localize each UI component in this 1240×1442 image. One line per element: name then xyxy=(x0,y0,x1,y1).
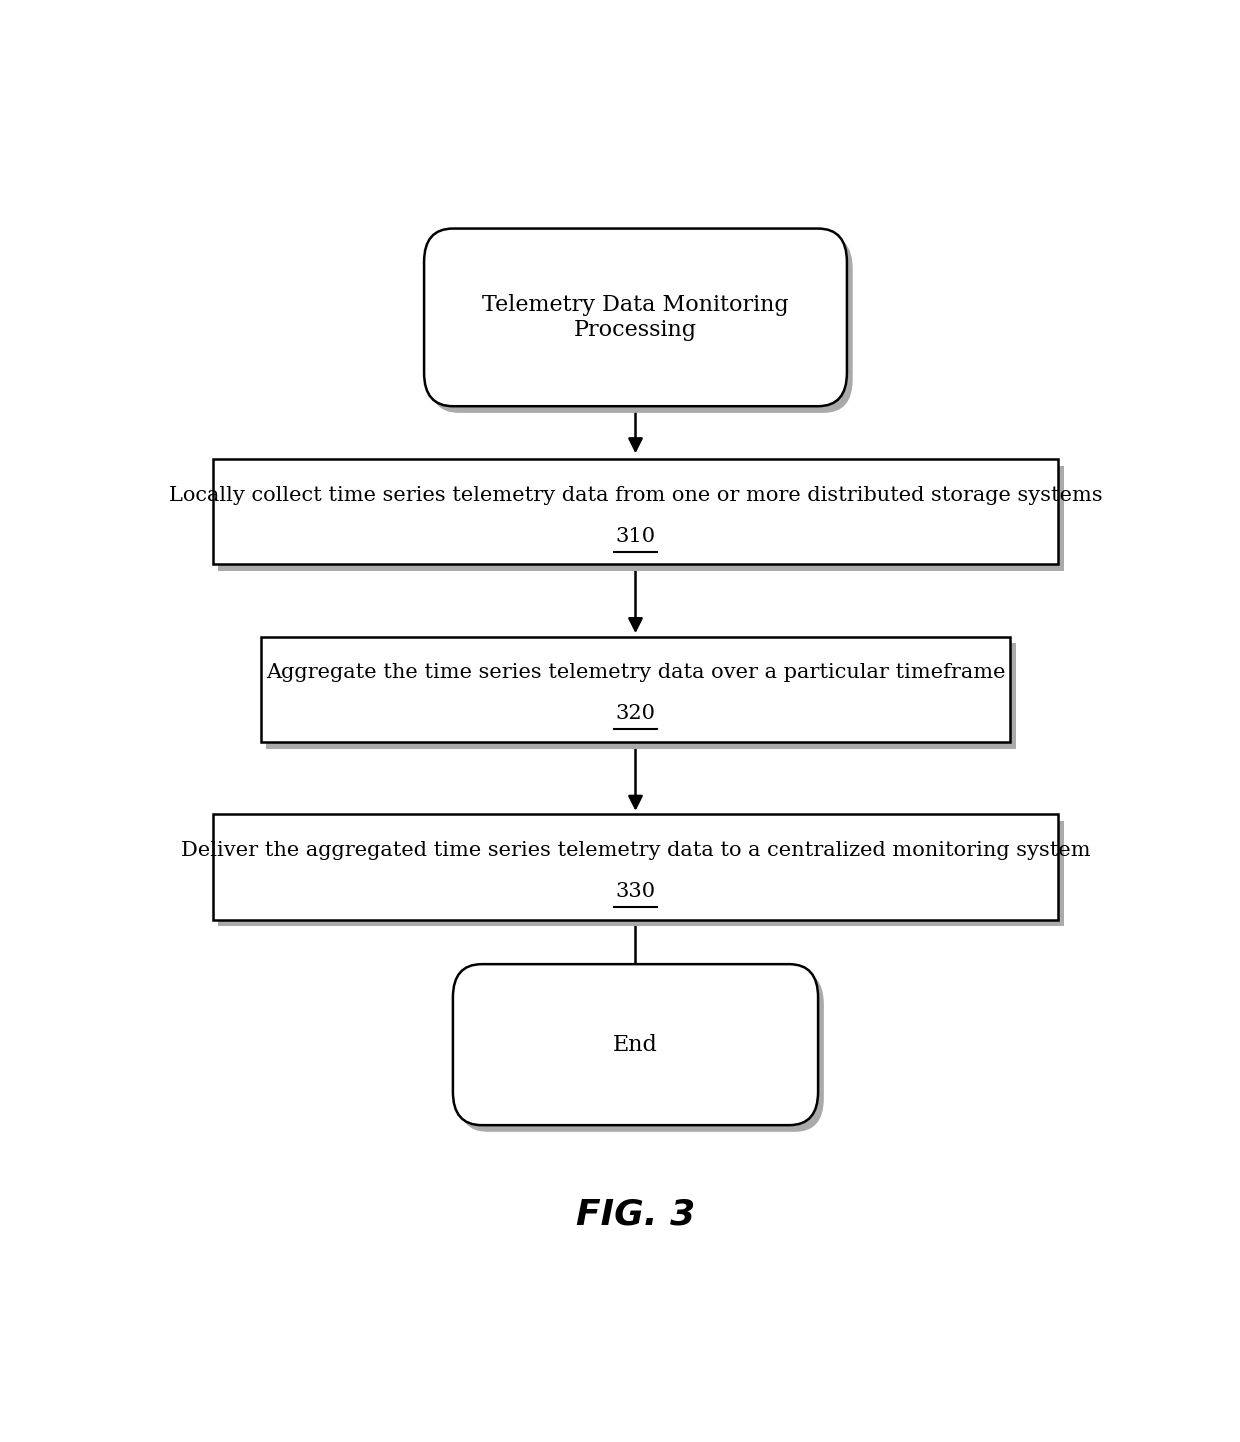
Text: FIG. 3: FIG. 3 xyxy=(575,1197,696,1231)
Text: Deliver the aggregated time series telemetry data to a centralized monitoring sy: Deliver the aggregated time series telem… xyxy=(181,841,1090,859)
FancyBboxPatch shape xyxy=(213,459,1058,564)
Text: 330: 330 xyxy=(615,883,656,901)
Text: 320: 320 xyxy=(615,704,656,724)
FancyBboxPatch shape xyxy=(260,636,1011,743)
Text: Aggregate the time series telemetry data over a particular timeframe: Aggregate the time series telemetry data… xyxy=(265,663,1006,682)
FancyBboxPatch shape xyxy=(430,235,853,412)
FancyBboxPatch shape xyxy=(267,643,1016,748)
FancyBboxPatch shape xyxy=(424,228,847,407)
Text: Telemetry Data Monitoring
Processing: Telemetry Data Monitoring Processing xyxy=(482,294,789,342)
FancyBboxPatch shape xyxy=(459,970,823,1132)
Text: 310: 310 xyxy=(615,526,656,545)
Text: End: End xyxy=(613,1034,658,1056)
FancyBboxPatch shape xyxy=(218,466,1064,571)
FancyBboxPatch shape xyxy=(453,965,818,1125)
Text: Locally collect time series telemetry data from one or more distributed storage : Locally collect time series telemetry da… xyxy=(169,486,1102,505)
FancyBboxPatch shape xyxy=(213,815,1058,920)
FancyBboxPatch shape xyxy=(218,820,1064,926)
